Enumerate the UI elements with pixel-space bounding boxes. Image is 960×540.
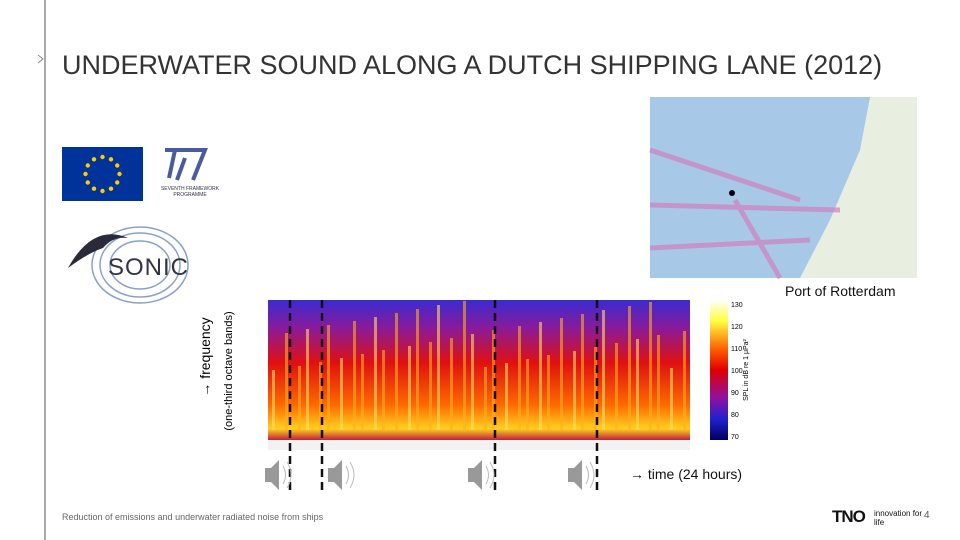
stripe [602, 310, 605, 430]
stripe [450, 338, 453, 430]
y-axis-label: → frequency [197, 317, 213, 396]
dolphin [68, 234, 128, 268]
colorbar-tick-label: 130 [731, 302, 743, 309]
stripe [670, 368, 673, 430]
star [85, 180, 90, 185]
stripe [272, 370, 275, 430]
speakers [265, 460, 595, 490]
stripe [505, 363, 508, 430]
stripe [560, 318, 563, 430]
footer-text: Reduction of emissions and underwater ra… [62, 512, 324, 522]
star [91, 157, 97, 162]
speaker [468, 460, 482, 490]
stripe [306, 329, 309, 430]
star [83, 171, 88, 177]
star [115, 163, 120, 168]
map-marker [729, 190, 735, 196]
stripe [581, 314, 584, 430]
stripe [395, 313, 398, 430]
stripe [484, 367, 487, 430]
stripe [327, 325, 330, 430]
speaker-waves [345, 461, 355, 489]
spectrogram-axis [268, 440, 690, 450]
speaker [328, 460, 342, 490]
fp7-text: SEVENTH FRAMEWORK PROGRAMME [160, 186, 220, 198]
map-land [800, 97, 917, 278]
colorbar-tick-label: 110 [731, 346, 742, 353]
speaker-waves [585, 461, 595, 489]
stripe [573, 351, 576, 430]
title: UNDERWATER SOUND ALONG A DUTCH SHIPPING … [62, 50, 883, 80]
page-number: 4 [924, 510, 930, 521]
stripe [683, 331, 686, 430]
spectrogram-stripes [272, 301, 686, 430]
star [85, 163, 90, 168]
stripe [340, 358, 343, 430]
star [117, 171, 122, 177]
stripe [382, 350, 385, 430]
stripe [361, 354, 364, 430]
stripe [547, 355, 550, 430]
stripe [492, 330, 495, 430]
stripe [408, 346, 411, 430]
sonic-rings [91, 226, 189, 304]
stripe [429, 342, 432, 430]
speaker [265, 460, 279, 490]
x-axis-label: → time (24 hours) [630, 466, 743, 482]
colorbar-label: SPL in dB re 1 μPa² [743, 338, 750, 400]
colorbar-tick-label: 100 [731, 368, 743, 375]
stripe [615, 343, 618, 430]
star [108, 157, 114, 162]
stripe [298, 366, 301, 430]
stripe [285, 333, 288, 430]
stripe [636, 339, 639, 430]
colorbar-tick-label: 80 [731, 412, 739, 419]
speaker-waves [282, 461, 292, 489]
stripe [657, 335, 660, 430]
stripe [628, 306, 631, 430]
spectrogram [268, 300, 690, 440]
star [100, 188, 105, 194]
speaker [568, 460, 582, 490]
map-lanes [649, 147, 841, 280]
bullet [37, 54, 44, 64]
stripe [437, 305, 440, 430]
colorbar-ticks: 130 120 110 100 90 80 70 [731, 302, 743, 441]
stripe [518, 326, 521, 430]
tno-logo: TNO [832, 507, 866, 526]
stripe [374, 317, 377, 430]
colorbar-tick-label: 90 [731, 390, 739, 397]
fp7-mark [165, 148, 208, 181]
star [115, 180, 120, 185]
star [91, 186, 97, 191]
y-axis-note: (one-third octave bands) [223, 311, 235, 430]
stripe [463, 301, 466, 430]
map-label: Port of Rotterdam [785, 283, 896, 299]
colorbar [710, 300, 728, 440]
sonic-text: SONIC [108, 254, 190, 281]
stripe [319, 362, 322, 430]
stripe [594, 347, 597, 430]
stripe [526, 359, 529, 430]
stripe [471, 334, 474, 430]
colorbar-tick-label: 120 [731, 324, 743, 331]
stripe [353, 321, 356, 430]
stripe [416, 309, 419, 430]
star [108, 186, 114, 191]
stripe [649, 302, 652, 430]
speaker-waves [485, 461, 495, 489]
time-markers [288, 300, 599, 490]
star [100, 154, 105, 160]
colorbar-tick-label: 70 [731, 434, 739, 441]
eu-stars [83, 154, 122, 194]
tno-tagline: innovation for life [874, 509, 923, 527]
stripe [539, 322, 542, 430]
